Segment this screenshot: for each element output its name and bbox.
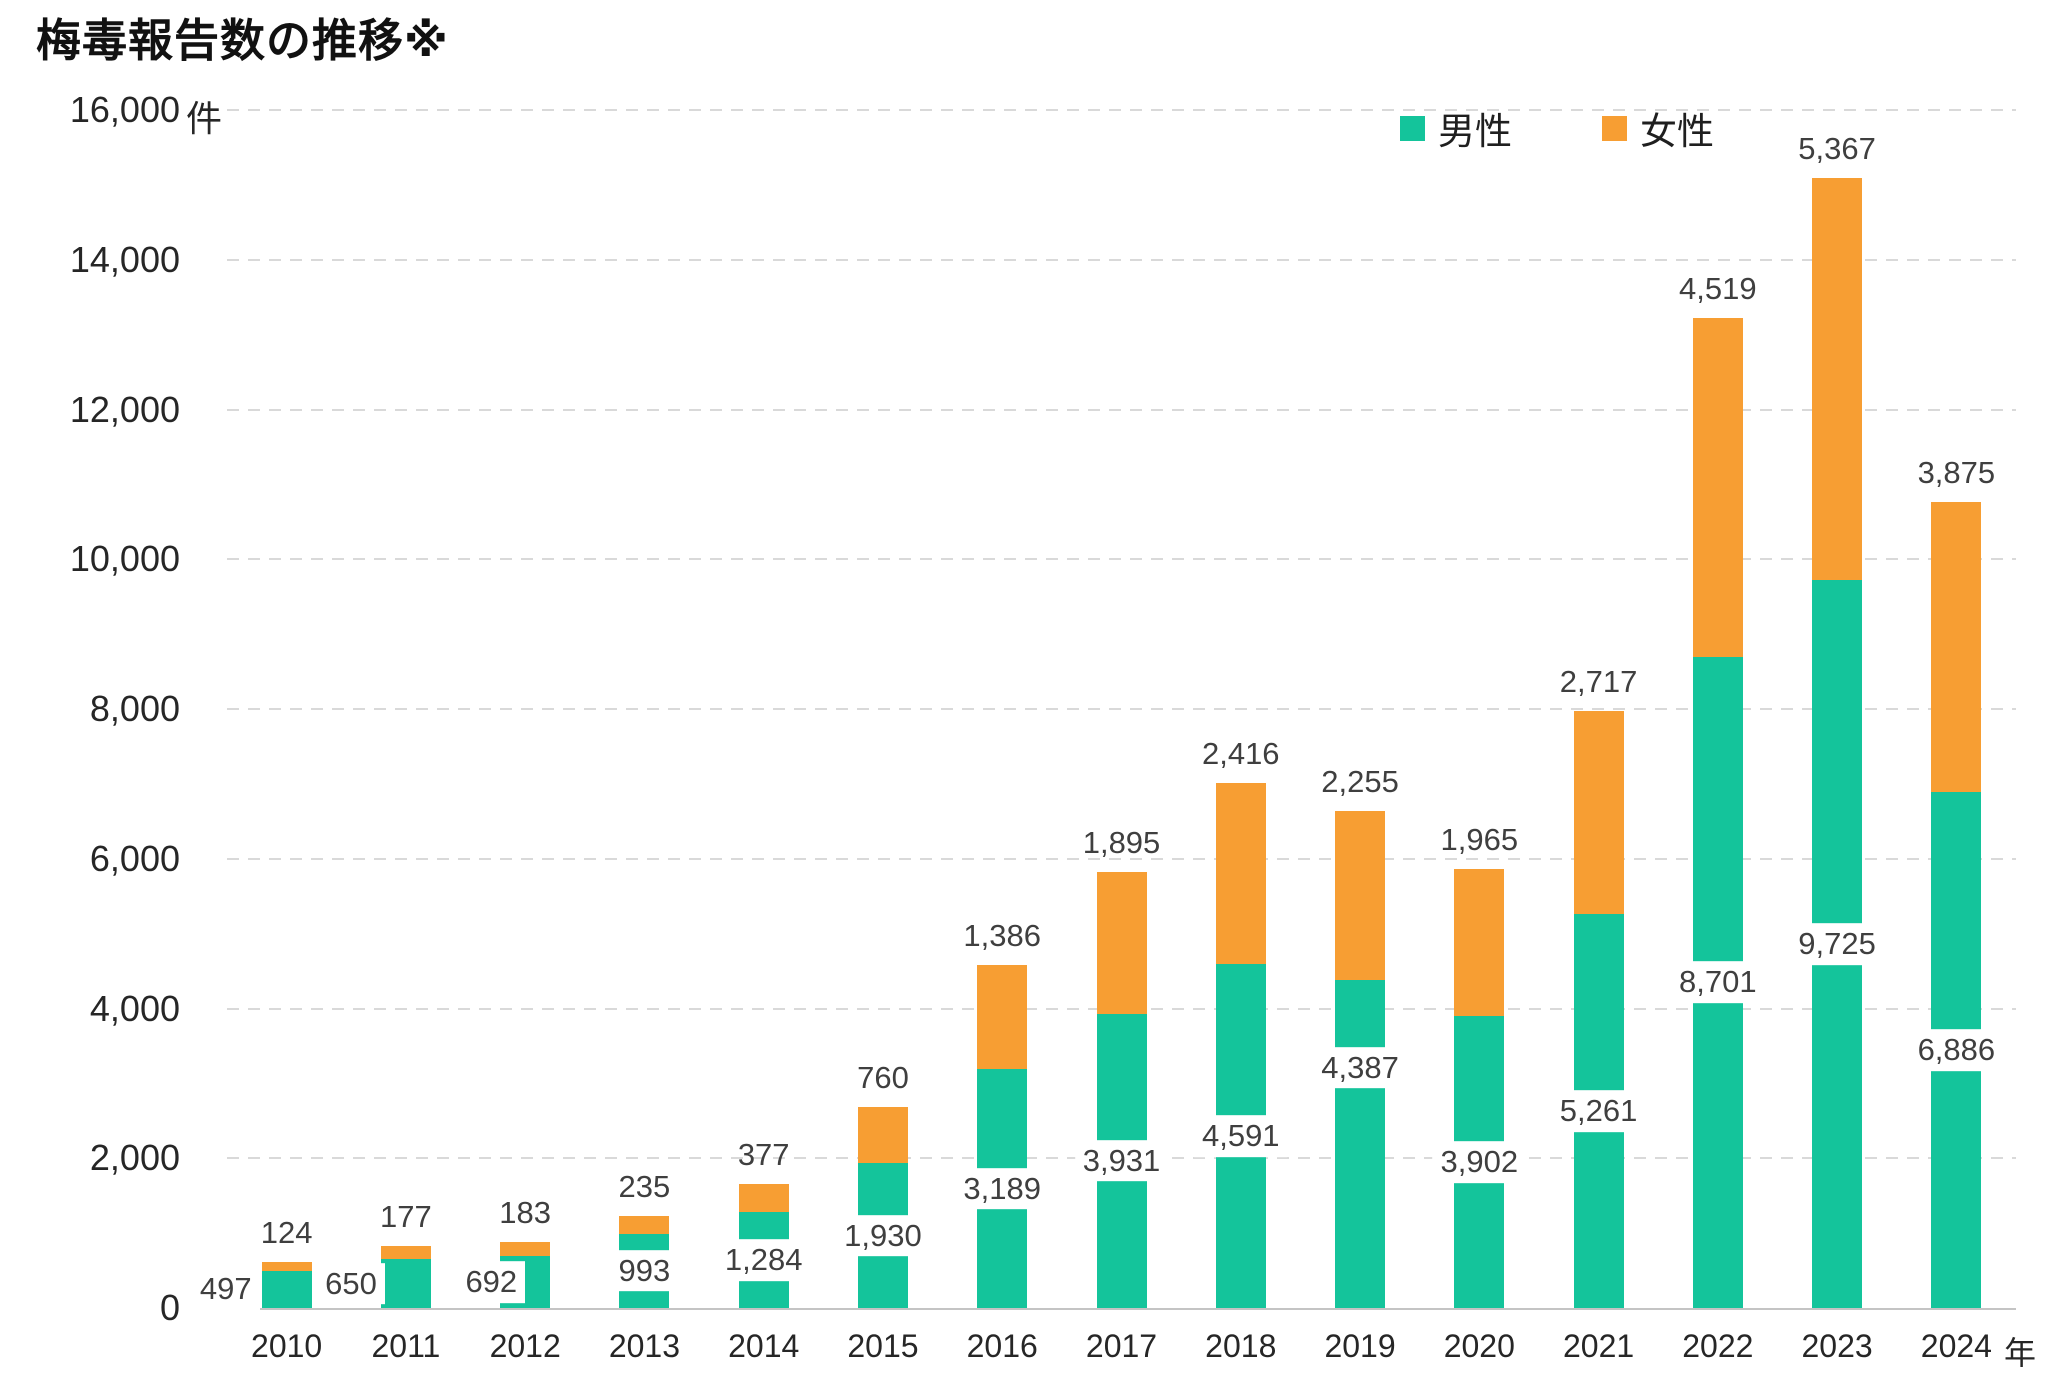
y-tick-12000: 12,000 [69,388,180,430]
label-female-2013: 235 [618,1168,671,1204]
bar-female-2017 [1096,871,1147,1014]
legend-label-male: 男性 [1438,111,1512,152]
label-male-2012: 692 [457,1261,526,1303]
x-tick-2023: 2023 [1801,1328,1873,1364]
x-tick-2020: 2020 [1443,1328,1515,1364]
gridline-16000 [227,109,2016,111]
label-male-2013: 993 [610,1249,679,1292]
bar-female-2019 [1335,810,1386,980]
female-legend-swatch-icon [1602,115,1627,141]
bar-female-2024 [1931,502,1982,793]
legend-item-female: 女性 [1602,101,1714,155]
label-male-2017: 3,931 [1074,1140,1169,1182]
label-male-2021: 5,261 [1551,1090,1646,1132]
label-female-2021: 2,717 [1559,663,1638,699]
x-tick-2017: 2017 [1085,1328,1158,1364]
gridline-14000 [227,258,2016,261]
label-female-2022: 4,519 [1679,271,1757,307]
bar-female-2010 [261,1261,312,1271]
label-male-2014: 1,284 [716,1239,811,1281]
y-tick-0: 0 [159,1287,180,1328]
x-tick-2018: 2018 [1205,1328,1277,1364]
y-tick-4000: 4,000 [89,987,180,1029]
x-tick-2016: 2016 [966,1328,1038,1364]
label-female-2014: 377 [737,1136,790,1172]
label-female-2018: 2,416 [1201,736,1280,772]
label-female-2012: 183 [499,1195,552,1231]
x-tick-2014: 2014 [728,1328,800,1364]
label-female-2010: 124 [260,1214,313,1250]
x-tick-2012: 2012 [489,1328,561,1364]
label-female-2023: 5,367 [1798,130,1876,166]
x-tick-2013: 2013 [608,1328,681,1364]
legend-label-female: 女性 [1640,111,1714,152]
y-tick-8000: 8,000 [89,688,180,729]
label-male-2023: 9,725 [1790,923,1884,965]
chart-title: 梅毒報告数の推移※ [36,15,449,66]
legend-item-male: 男性 [1400,101,1512,155]
label-female-2011: 177 [380,1198,432,1234]
label-male-2010: 497 [191,1268,260,1311]
x-tick-2022: 2022 [1682,1328,1754,1364]
male-legend-swatch-icon [1400,115,1425,141]
x-tick-2010: 2010 [251,1328,323,1364]
gridline-12000 [227,408,2016,411]
bar-female-2023 [1812,177,1863,580]
y-tick-2000: 2,000 [89,1137,180,1179]
x-tick-2021: 2021 [1562,1328,1635,1364]
y-tick-10000: 10,000 [69,538,180,580]
bar-female-2013 [619,1216,670,1234]
label-male-2022: 8,701 [1671,961,1765,1004]
bar-female-2020 [1454,868,1505,1016]
bar-male-2010 [261,1270,312,1308]
bar-female-2022 [1692,318,1743,657]
label-male-2019: 4,387 [1313,1046,1407,1089]
bar-female-2016 [977,965,1028,1070]
x-tick-2011: 2011 [371,1328,441,1364]
x-tick-2015: 2015 [847,1328,919,1364]
label-female-2017: 1,895 [1082,824,1161,860]
label-male-2015: 1,930 [836,1214,930,1257]
y-tick-14000: 14,000 [69,238,180,280]
label-male-2018: 4,591 [1193,1115,1288,1157]
label-male-2011: 650 [317,1262,385,1305]
label-female-2024: 3,875 [1917,455,1996,491]
gridline-10000 [227,558,2016,561]
bar-male-2011 [380,1259,431,1308]
y-tick-16000: 16,000 件 [70,89,222,139]
y-tick-6000: 6,000 [89,837,180,879]
label-female-2019: 2,255 [1321,763,1399,799]
x-axis-year-suffix: 年 [2003,1335,2036,1371]
bar-female-2012 [500,1242,551,1257]
label-male-2024: 6,886 [1909,1029,2004,1072]
bar-female-2014 [738,1183,789,1212]
legend: 男性 女性 [1400,101,1714,155]
x-axis-line [227,1308,2016,1310]
x-tick-2024: 2024 年 [1921,1328,2036,1371]
bar-female-2011 [380,1246,431,1260]
bar-male-2019 [1335,979,1386,1308]
label-male-2016: 3,189 [955,1167,1050,1210]
label-female-2015: 760 [857,1059,909,1095]
y-axis-unit: 件 [186,98,223,139]
bar-female-2018 [1215,783,1266,965]
label-male-2020: 3,902 [1432,1141,1527,1183]
bar-female-2015 [857,1106,908,1164]
x-tick-2019: 2019 [1324,1328,1396,1364]
gridline-6000 [227,857,2016,860]
label-female-2020: 1,965 [1440,821,1519,857]
label-female-2016: 1,386 [963,918,1042,954]
gridline-8000 [227,708,2016,710]
bar-female-2021 [1573,710,1624,915]
